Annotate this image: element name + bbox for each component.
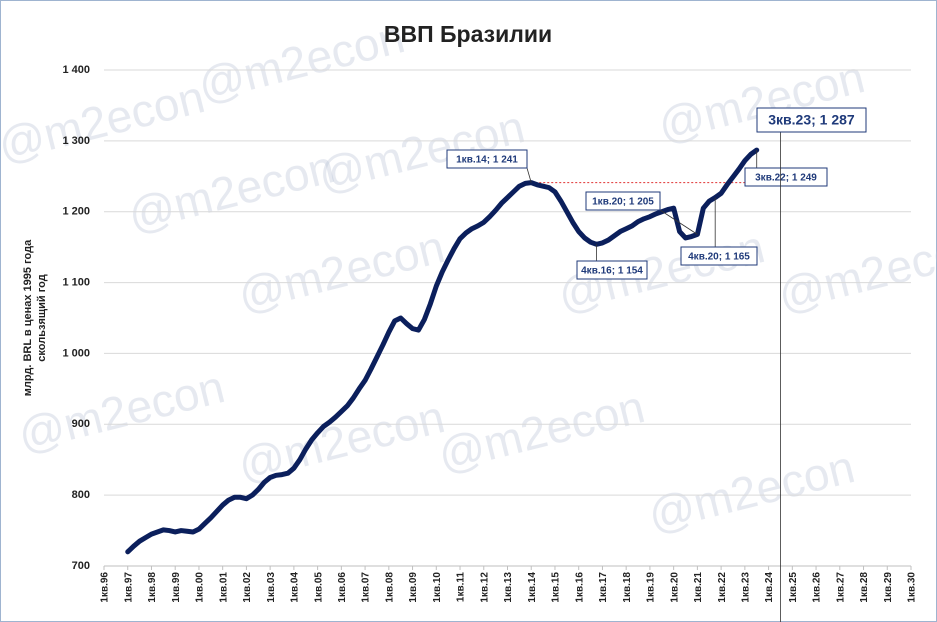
x-tick-label: 1кв.24 — [764, 572, 775, 603]
annotation-box — [585, 191, 661, 211]
annotation-label: 1кв.20; 1 205 — [592, 197, 654, 208]
series-line — [125, 147, 760, 555]
y-tick-label: 1 300 — [62, 135, 90, 147]
annotation-box — [576, 260, 648, 280]
x-tick-label: 1кв.30 — [907, 572, 918, 603]
x-tick-label: 1кв.05 — [313, 572, 324, 603]
x-tick-label: 1кв.22 — [717, 572, 728, 603]
x-tick-label: 1кв.98 — [147, 572, 158, 603]
annotation-label: 3кв.22; 1 249 — [755, 173, 817, 184]
x-tick-label: 1кв.21 — [693, 572, 704, 603]
x-tick-label: 1кв.18 — [622, 572, 633, 603]
x-tick-label: 1кв.02 — [242, 572, 253, 603]
x-tick-label: 1кв.23 — [740, 572, 751, 603]
x-tick-label: 1кв.06 — [337, 572, 348, 603]
x-tick-label: 1кв.09 — [408, 572, 419, 603]
x-tick-label: 1кв.17 — [598, 572, 609, 603]
annotation-label: 3кв.23; 1 287 — [768, 112, 855, 128]
y-axis-label: млрд. BRL в ценах 1995 года — [22, 239, 34, 396]
x-tick-label: 1кв.14 — [527, 572, 538, 603]
annotation-label: 4кв.20; 1 165 — [688, 252, 750, 263]
x-tick-label: 1кв.97 — [123, 572, 134, 603]
x-tick-label: 1кв.25 — [788, 572, 799, 603]
y-tick-label: 1 000 — [62, 347, 90, 359]
x-tick-label: 1кв.07 — [361, 572, 372, 603]
y-tick-label: 1 400 — [62, 64, 90, 76]
y-tick-label: 1 100 — [62, 276, 90, 288]
x-tick-label: 1кв.11 — [456, 572, 467, 603]
x-tick-label: 1кв.27 — [835, 572, 846, 603]
chart-title: ВВП Бразилии — [384, 21, 552, 47]
x-tick-label: 1кв.13 — [503, 572, 514, 603]
x-tick-label: 1кв.04 — [290, 572, 301, 603]
x-tick-label: 1кв.19 — [646, 572, 657, 603]
annotation-leader — [526, 167, 532, 183]
x-tick-label: 1кв.20 — [669, 572, 680, 603]
y-tick-label: 900 — [72, 418, 90, 430]
annotation-box — [756, 107, 867, 133]
annotation-box — [446, 149, 528, 169]
y-tick-label: 1 200 — [62, 206, 90, 218]
x-tick-label: 1кв.29 — [883, 572, 894, 603]
x-tick-label: 1кв.99 — [171, 572, 182, 603]
x-tick-label: 1кв.08 — [384, 572, 395, 603]
annotation-box — [680, 246, 758, 266]
annotation-label: 1кв.14; 1 241 — [456, 155, 518, 166]
x-tick-label: 1кв.28 — [859, 572, 870, 603]
annotation-leader — [659, 209, 698, 235]
x-tick-label: 1кв.03 — [266, 572, 277, 603]
x-tick-label: 1кв.00 — [195, 572, 206, 603]
y-tick-label: 700 — [72, 560, 90, 572]
x-tick-label: 1кв.10 — [432, 572, 443, 603]
x-tick-label: 1кв.26 — [812, 572, 823, 603]
y-axis-label: скользящий год — [36, 274, 48, 361]
y-tick-label: 800 — [72, 489, 90, 501]
x-tick-label: 1кв.01 — [218, 572, 229, 603]
annotation-box — [744, 167, 828, 187]
x-tick-label: 1кв.16 — [574, 572, 585, 603]
annotation-label: 4кв.16; 1 154 — [581, 266, 643, 277]
x-tick-label: 1кв.96 — [100, 572, 111, 603]
x-tick-label: 1кв.15 — [551, 572, 562, 603]
x-tick-label: 1кв.12 — [479, 572, 490, 603]
